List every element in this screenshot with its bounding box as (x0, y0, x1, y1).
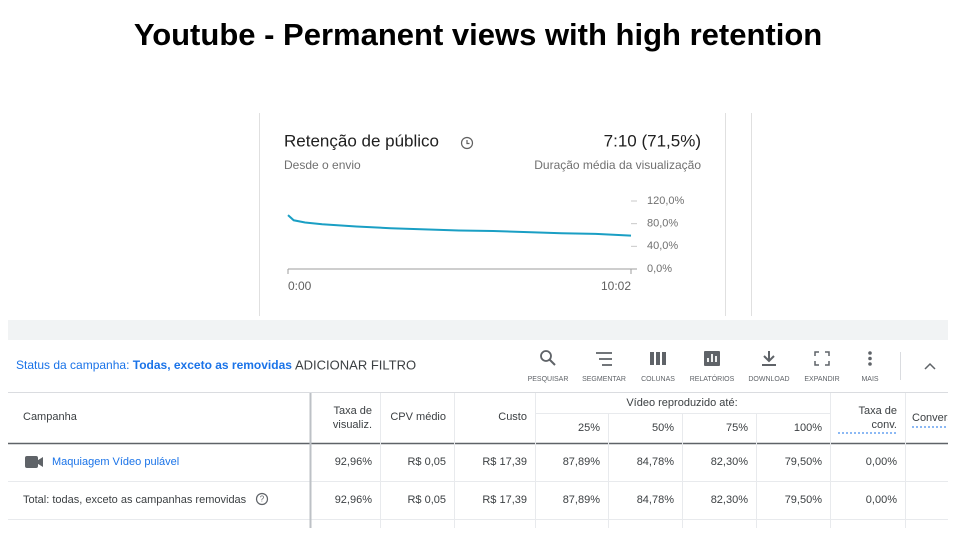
filter[interactable]: Status da campanha: Todas, exceto as rem… (16, 358, 292, 372)
toolbar-icon (814, 351, 830, 366)
campaign-icon (25, 456, 38, 468)
y-tick-label: 120,0% (647, 195, 685, 207)
cell: 0,00% (866, 456, 897, 468)
toolbar-icon (650, 352, 654, 365)
table-top-strip (8, 320, 948, 340)
add-filter[interactable]: ADICIONAR FILTRO (295, 357, 416, 372)
metric: 7:10 (71,5%) (604, 131, 701, 150)
toolbar-button[interactable]: SEGMENTAR (582, 352, 626, 383)
card-subtitle: Desde o envio (284, 158, 361, 172)
retention-line (287, 214, 632, 237)
cell: R$ 0,05 (407, 494, 446, 506)
toolbar-icon (548, 358, 556, 366)
toolbar-icon (596, 352, 612, 366)
cell: R$ 17,39 (482, 456, 527, 468)
toolbar-label: PESQUISAR (528, 376, 569, 383)
toolbar-icon (656, 352, 660, 365)
column-header: Taxa de (333, 405, 372, 417)
toolbar-label: MAIS (861, 376, 878, 383)
cell: 79,50% (785, 494, 823, 506)
cell: 82,30% (711, 494, 749, 506)
help-icon-mark: ? (260, 495, 265, 504)
help-icon[interactable] (255, 492, 269, 506)
slide-title: Youtube - Permanent views with high rete… (134, 17, 822, 52)
toolbar-label: COLUNAS (641, 376, 675, 383)
toolbar-label: SEGMENTAR (582, 376, 626, 383)
collapse-button[interactable] (924, 362, 936, 370)
toolbar-button[interactable]: MAIS (861, 351, 879, 383)
toolbar-button[interactable]: EXPANDIR (804, 351, 840, 383)
filter-value: Todas, exceto as removidas (133, 358, 293, 372)
cell: 87,89% (563, 456, 601, 468)
column-header: Campanha (23, 411, 78, 423)
y-tick-label: 40,0% (647, 240, 678, 252)
toolbar-button[interactable]: DOWNLOAD (748, 351, 790, 383)
y-tick-label: 0,0% (647, 263, 672, 275)
cell: R$ 0,05 (407, 456, 446, 468)
toolbar-label: EXPANDIR (804, 376, 839, 383)
toolbar-icon (868, 356, 872, 361)
toolbar-button[interactable]: PESQUISAR (528, 350, 569, 383)
total-label: Total: todas, exceto as campanhas removi… (23, 494, 247, 506)
column-header: 50% (652, 422, 674, 434)
cell: 84,78% (637, 494, 675, 506)
column-header: visualiz. (333, 419, 372, 431)
cell: 92,96% (335, 456, 373, 468)
toolbar-icon (662, 352, 666, 365)
cell: 79,50% (785, 456, 823, 468)
column-header: 25% (578, 422, 600, 434)
cell: 0,00% (866, 494, 897, 506)
campaign-link[interactable]: Maquiagem Vídeo pulável (52, 456, 179, 468)
toolbar-button[interactable]: COLUNAS (641, 352, 675, 383)
filter-label: Status da campanha: (16, 358, 129, 372)
toolbar-icon (762, 351, 776, 366)
toolbar-icon (540, 350, 552, 362)
toolbar-button[interactable]: RELATÓRIOS (690, 351, 735, 383)
group-header: Vídeo reproduzido até: (626, 397, 737, 409)
column-header: 75% (726, 422, 748, 434)
column-header: Custo (498, 411, 527, 423)
card-title: Retenção de público (284, 131, 439, 150)
x-tick-label: 10:02 (601, 279, 631, 293)
clock-icon (460, 136, 474, 150)
column-header: Taxa de (858, 405, 897, 417)
toolbar-label: RELATÓRIOS (690, 374, 735, 383)
column-header: conv. (872, 419, 897, 431)
toolbar-label: DOWNLOAD (748, 376, 789, 383)
y-tick-label: 80,0% (647, 218, 678, 230)
column-header: CPV médio (390, 411, 446, 423)
column-header: Convers (912, 412, 953, 424)
toolbar-icon (707, 354, 717, 362)
toolbar-icon (868, 351, 872, 355)
cell: 92,96% (335, 494, 373, 506)
cell: R$ 17,39 (482, 494, 527, 506)
cell: 87,89% (563, 494, 601, 506)
cell: 82,30% (711, 456, 749, 468)
column-header: 100% (794, 422, 822, 434)
x-tick-label: 0:00 (288, 279, 312, 293)
metric-label: Duração média da visualização (534, 158, 701, 172)
toolbar-icon (868, 362, 872, 366)
cell: 84,78% (637, 456, 675, 468)
campaign-icon (35, 457, 43, 467)
